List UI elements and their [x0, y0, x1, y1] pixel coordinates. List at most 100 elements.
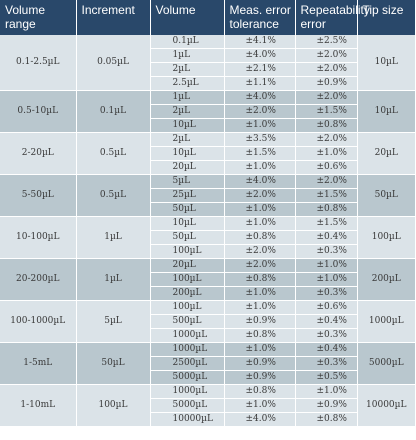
volume-range-cell: 20-200µL [0, 258, 77, 301]
measurement-error-cell: ±0.8% [224, 272, 296, 287]
volume-cell: 5000µL [150, 398, 225, 413]
volume-cell: 1000µL [150, 328, 225, 343]
repeatability-error-cell: ±0.8% [295, 118, 357, 133]
volume-range-cell: 100-1000µL [0, 300, 77, 343]
repeatability-error-cell: ±0.3% [295, 328, 357, 343]
table-row: 1000µL ±0.8% ±0.3% [0, 328, 415, 343]
measurement-error-cell: ±3.5% [224, 132, 296, 147]
volume-cell: 100µL [150, 300, 225, 315]
increment-cell: 0.5µL [76, 132, 151, 175]
table-row: 500µL ±0.9% ±0.4% [0, 314, 415, 329]
volume-cell: 500µL [150, 314, 225, 329]
volume-range-cell: 1-10mL [0, 384, 77, 427]
measurement-error-cell: ±0.8% [224, 328, 296, 343]
repeatability-error-cell: ±0.6% [295, 300, 358, 315]
measurement-error-cell: ±2.0% [224, 258, 296, 273]
measurement-error-cell: ±4.0% [224, 412, 296, 427]
volume-cell: 1000µL [150, 342, 225, 357]
repeatability-error-cell: ±0.6% [295, 160, 357, 175]
tip-size-cell: 10µL [357, 90, 415, 133]
header-measurement-error: Meas. error tolerance [224, 0, 296, 35]
repeatability-error-cell: ±2.5% [295, 35, 358, 49]
measurement-error-cell: ±1.0% [224, 118, 296, 133]
volume-cell: 25µL [150, 188, 225, 203]
table-row: 10-100µL 1µL 10µL ±1.0% ±1.5% 100µL [0, 216, 415, 259]
volume-cell: 50µL [150, 230, 225, 245]
volume-cell: 1µL [150, 48, 225, 63]
volume-cell: 50µL [150, 202, 225, 217]
header-volume: Volume [150, 0, 225, 35]
repeatability-error-cell: ±0.3% [295, 356, 357, 371]
repeatability-error-cell: ±0.8% [295, 412, 357, 427]
table-row: 1-5mL 50µL 1000µL ±1.0% ±0.4% 5000µL [0, 342, 415, 385]
repeatability-error-cell: ±2.0% [295, 132, 358, 147]
table-row: 5000µL ±0.9% ±0.5% [0, 370, 415, 385]
table-row: 2µL ±2.1% ±2.0% [0, 62, 415, 77]
table-row: 10000µL ±4.0% ±0.8% [0, 412, 415, 427]
table-row: 2.5µL ±1.1% ±0.9% [0, 76, 415, 91]
repeatability-error-cell: ±1.0% [295, 272, 357, 287]
repeatability-error-cell: ±2.0% [295, 174, 358, 189]
volume-cell: 1000µL [150, 384, 225, 399]
measurement-error-cell: ±0.8% [224, 384, 296, 399]
volume-cell: 2µL [150, 62, 225, 77]
measurement-error-cell: ±0.8% [224, 230, 296, 245]
volume-cell: 100µL [150, 244, 225, 259]
table-row: 5-50µL 0.5µL 5µL ±4.0% ±2.0% 50µL [0, 174, 415, 217]
volume-cell: 5000µL [150, 370, 225, 385]
volume-cell: 2µL [150, 132, 225, 147]
repeatability-error-cell: ±1.0% [295, 146, 357, 161]
volume-cell: 2.5µL [150, 76, 225, 91]
repeatability-error-cell: ±1.5% [295, 104, 357, 119]
measurement-error-cell: ±1.0% [224, 216, 296, 231]
repeatability-error-cell: ±0.9% [295, 76, 357, 91]
repeatability-error-cell: ±0.9% [295, 398, 357, 413]
volume-cell: 1µL [150, 90, 225, 105]
measurement-error-cell: ±4.0% [224, 174, 296, 189]
volume-range-cell: 1-5mL [0, 342, 77, 385]
volume-range-cell: 5-50µL [0, 174, 77, 217]
table-row: 25µL ±2.0% ±1.5% [0, 188, 415, 203]
measurement-error-cell: ±1.0% [224, 398, 296, 413]
tip-size-cell: 100µL [357, 216, 415, 259]
measurement-error-cell: ±1.0% [224, 342, 296, 357]
measurement-error-cell: ±0.9% [224, 314, 296, 329]
table-row: 0.5-10µL 0.1µL 1µL ±4.0% ±2.0% 10µL [0, 90, 415, 133]
tip-size-cell: 5000µL [357, 342, 415, 385]
increment-cell: 50µL [76, 342, 151, 385]
repeatability-error-cell: ±2.0% [295, 90, 358, 105]
table-row: 10µL ±1.0% ±0.8% [0, 118, 415, 133]
table-row: 2µL ±2.0% ±1.5% [0, 104, 415, 119]
repeatability-error-cell: ±0.5% [295, 370, 357, 385]
table-row: 20µL ±1.0% ±0.6% [0, 160, 415, 175]
measurement-error-cell: ±4.0% [224, 48, 296, 63]
volume-cell: 20µL [150, 258, 225, 273]
volume-range-cell: 2-20µL [0, 132, 77, 175]
measurement-error-cell: ±1.0% [224, 300, 296, 315]
repeatability-error-cell: ±1.5% [295, 188, 357, 203]
repeatability-error-cell: ±0.3% [295, 286, 357, 301]
increment-cell: 0.1µL [76, 90, 151, 133]
repeatability-error-cell: ±0.4% [295, 230, 357, 245]
increment-cell: 5µL [76, 300, 151, 343]
tip-size-cell: 50µL [357, 174, 415, 217]
measurement-error-cell: ±0.9% [224, 356, 296, 371]
repeatability-error-cell: ±0.8% [295, 202, 357, 217]
table-row: 100-1000µL 5µL 100µL ±1.0% ±0.6% 1000µL [0, 300, 415, 343]
repeatability-error-cell: ±0.4% [295, 342, 358, 357]
tip-size-cell: 200µL [357, 258, 415, 301]
table-body: 0.1-2.5µL 0.05µL 0.1µL ±4.1% ±2.5% 10µL 1µL ±4.… [0, 35, 415, 427]
volume-range-cell: 0.5-10µL [0, 90, 77, 133]
table-row: 0.1-2.5µL 0.05µL 0.1µL ±4.1% ±2.5% 10µL [0, 35, 415, 91]
volume-cell: 10µL [150, 118, 225, 133]
measurement-error-cell: ±2.0% [224, 104, 296, 119]
table-row: 10µL ±1.5% ±1.0% [0, 146, 415, 161]
measurement-error-cell: ±1.1% [224, 76, 296, 91]
table-row: 100µL ±0.8% ±1.0% [0, 272, 415, 287]
header-row: Volume range Increment Volume Meas. erro… [0, 0, 415, 35]
repeatability-error-cell: ±2.0% [295, 62, 357, 77]
measurement-error-cell: ±2.1% [224, 62, 296, 77]
repeatability-error-cell: ±0.3% [295, 244, 357, 259]
measurement-error-cell: ±2.0% [224, 188, 296, 203]
